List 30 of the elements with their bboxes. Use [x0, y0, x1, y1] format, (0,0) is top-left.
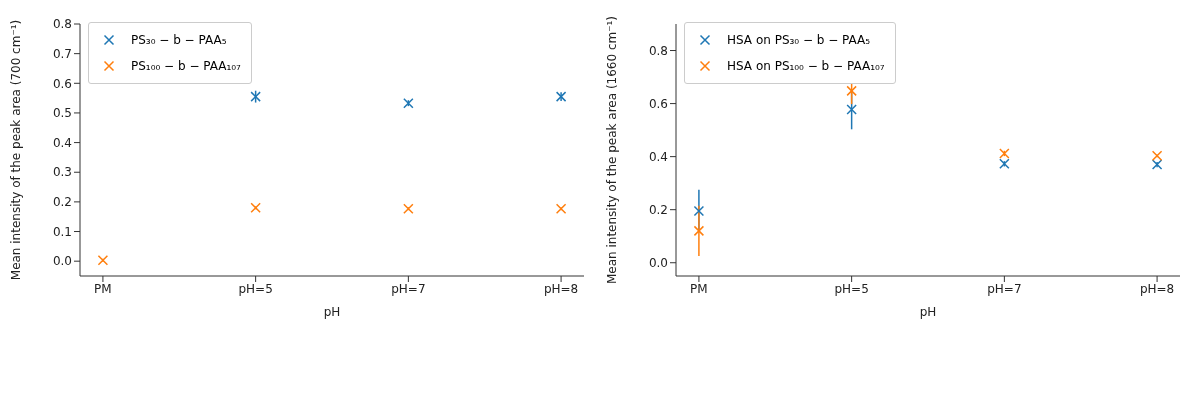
y-axis-title: Mean intensity of the peak area (1660 cm⁻¹): [605, 15, 620, 285]
y-tick-label: 0.2: [648, 202, 668, 217]
y-tick-label: 0.8: [52, 17, 72, 32]
y-tick-label: 0.6: [648, 96, 668, 111]
y-tick-label: 0.2: [52, 195, 72, 210]
y-tick-label: 0.1: [52, 224, 72, 239]
x-tick-label: PM: [94, 281, 112, 296]
legend-label: PS₁₀₀ − b − PAA₁₀₇: [131, 59, 241, 73]
x-tick-label: pH=5: [834, 281, 869, 296]
x-tick-label: pH=5: [238, 281, 273, 296]
legend-label: PS₃₀ − b − PAA₅: [131, 33, 227, 47]
y-axis-title: Mean intensity of the peak area (700 cm⁻¹): [9, 19, 24, 281]
x-tick-label: pH=8: [1139, 281, 1175, 296]
x-tick-label: PM: [690, 281, 708, 296]
y-tick-label: 0.0: [648, 256, 668, 270]
x-tick-label: pH=8: [543, 281, 579, 296]
y-tick-label: 0.7: [52, 46, 72, 61]
y-tick-label: 0.4: [648, 149, 668, 164]
y-tick-label: 0.6: [52, 76, 72, 91]
x-axis-title: pH: [919, 305, 937, 319]
x-tick-label: pH=7: [987, 281, 1022, 296]
y-tick-label: 0.0: [52, 254, 72, 269]
x-axis-title: pH: [323, 305, 341, 319]
y-tick-label: 0.3: [52, 165, 72, 180]
y-tick-label: 0.8: [648, 43, 668, 58]
legend-label: HSA on PS₁₀₀ − b − PAA₁₀₇: [727, 59, 885, 73]
y-tick-label: 0.5: [52, 106, 72, 121]
legend-label: HSA on PS₃₀ − b − PAA₅: [727, 33, 871, 47]
x-tick-label: pH=7: [391, 281, 426, 296]
y-tick-label: 0.4: [52, 135, 72, 150]
